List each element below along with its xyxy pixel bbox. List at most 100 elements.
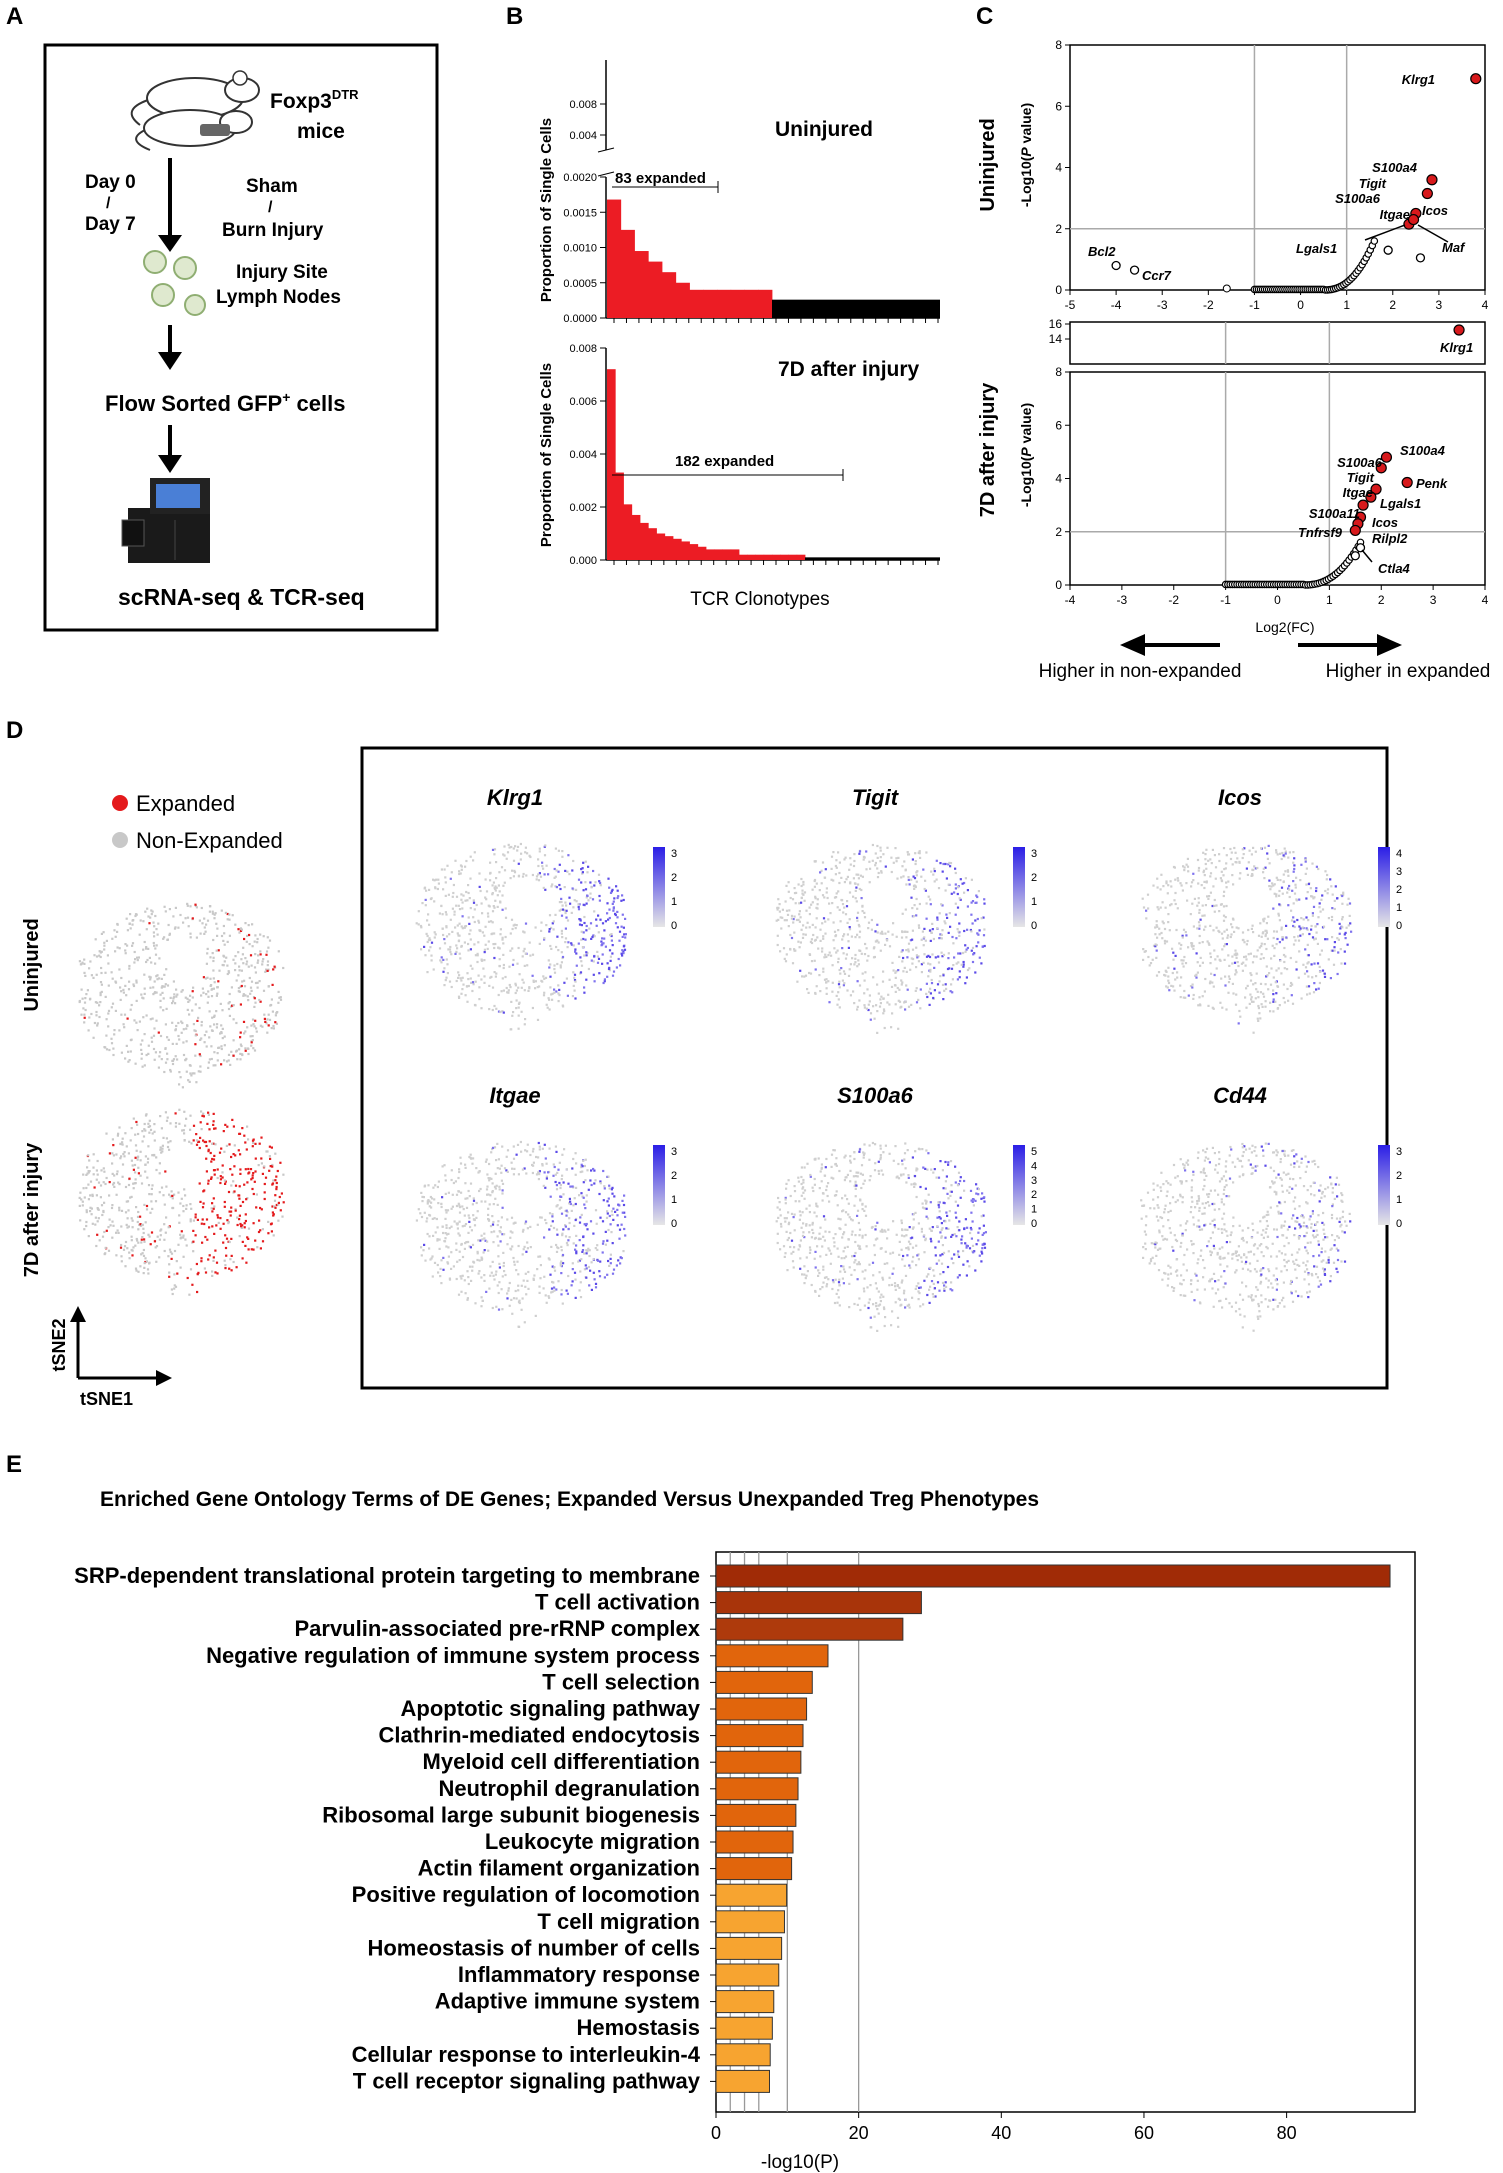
feature-cell [1276, 878, 1279, 881]
colorbar-tick: 2 [1031, 872, 1037, 884]
feature-cell [947, 863, 950, 866]
feature-cell [469, 1153, 472, 1156]
tsne-cell [237, 1149, 240, 1152]
tsne-cell [138, 1020, 141, 1023]
feature-cell [611, 888, 614, 891]
tsne-cell [268, 939, 272, 942]
feature-cell [860, 888, 863, 892]
tsne-cell [164, 1047, 167, 1050]
feature-cell [1218, 910, 1221, 913]
feature-cell [585, 951, 588, 954]
feature-cell [941, 955, 944, 958]
feature-cell [1244, 955, 1247, 958]
tsne-cell [168, 1193, 171, 1196]
feature-cell [453, 910, 456, 913]
feature-cell [548, 1147, 551, 1150]
feature-cell [1262, 995, 1266, 998]
tsne-cell [150, 1040, 154, 1043]
feature-cell [1269, 888, 1272, 891]
feature-cell [480, 1256, 483, 1259]
feature-cell [547, 959, 550, 962]
feature-cell [439, 1267, 442, 1270]
tsne-cell [200, 906, 203, 910]
feature-cell [1281, 938, 1284, 941]
feature-cell [1337, 951, 1340, 954]
tsne-cell [136, 959, 139, 962]
feature-cell [853, 859, 856, 863]
feature-cell [1348, 902, 1352, 905]
feature-cell [1241, 931, 1245, 934]
feature-cell [1184, 962, 1188, 965]
feature-cell [827, 1247, 830, 1250]
feature-cell [901, 981, 904, 984]
feature-cell [884, 943, 887, 946]
tsne-cell [199, 1070, 202, 1073]
feature-cell [609, 891, 613, 894]
feature-cell [555, 1288, 558, 1291]
tsne-cell [274, 1014, 277, 1017]
feature-cell [1281, 851, 1284, 855]
tsne-cell [134, 1062, 137, 1065]
feature-cell [613, 1195, 616, 1198]
tsne-cell [188, 1080, 191, 1083]
feature-cell [537, 1178, 540, 1181]
feature-cell [477, 941, 480, 944]
tsne-cell [129, 1139, 132, 1142]
colorbar-tick: 3 [1396, 866, 1402, 878]
tsne-cell [250, 1248, 253, 1251]
feature-cell [560, 1178, 563, 1181]
feature-cell [802, 933, 805, 936]
feature-cell [517, 1027, 520, 1030]
feature-cell [426, 971, 429, 974]
feature-cell [1170, 984, 1173, 987]
tsne-cell [134, 1156, 137, 1159]
feature-cell [1222, 847, 1226, 850]
feature-cell [929, 987, 932, 990]
feature-cell [493, 906, 496, 909]
c-leader [1364, 224, 1406, 241]
tsne-cell [151, 1207, 154, 1210]
tsne-cell [107, 1025, 110, 1028]
feature-cell [445, 935, 449, 938]
feature-cell [1191, 942, 1194, 945]
feature-cell [941, 904, 944, 907]
feature-cell [1286, 968, 1289, 971]
feature-cell [557, 1000, 560, 1003]
feature-cell [496, 1142, 499, 1145]
tsne-cell [169, 1250, 172, 1254]
feature-cell [516, 962, 519, 965]
feature-cell [568, 1221, 571, 1225]
feature-cell [864, 942, 867, 946]
feature-cell [612, 909, 615, 912]
tsne-cell [89, 960, 92, 963]
tsne-cell [133, 950, 136, 954]
feature-cell [1199, 964, 1202, 967]
feature-cell [513, 1167, 516, 1170]
feature-cell [1163, 942, 1167, 945]
tsne-cell [102, 1209, 105, 1213]
tsne-cell [251, 1174, 254, 1177]
feature-cell [801, 936, 805, 939]
feature-cell [981, 945, 984, 948]
tsne-cell [231, 914, 234, 917]
feature-cell [496, 905, 499, 908]
feature-cell [1171, 971, 1174, 975]
feature-cell [1234, 1003, 1238, 1006]
feature-cell [1203, 886, 1206, 890]
tsne-cell [111, 977, 114, 980]
feature-cell [897, 1177, 901, 1180]
feature-cell [589, 922, 593, 925]
feature-cell [861, 972, 864, 975]
feature-cell [858, 1245, 861, 1248]
tsne-cell [272, 1027, 275, 1030]
feature-cell [843, 982, 846, 985]
feature-cell [487, 1219, 491, 1222]
feature-cell [863, 916, 867, 919]
feature-cell [537, 1156, 540, 1159]
feature-cell [1288, 895, 1291, 899]
tsne-cell [126, 1200, 130, 1203]
feature-cell [588, 1249, 591, 1252]
c-gene-label: Lgals1 [1380, 496, 1421, 511]
feature-cell [1247, 861, 1250, 864]
feature-cell [1252, 1031, 1255, 1034]
